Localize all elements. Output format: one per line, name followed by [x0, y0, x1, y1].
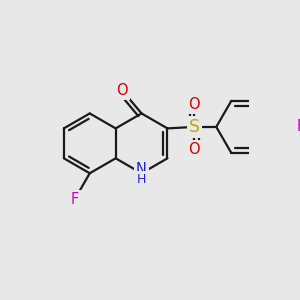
- Text: O: O: [116, 83, 128, 98]
- Text: N: N: [136, 162, 147, 177]
- Text: O: O: [189, 97, 200, 112]
- Text: F: F: [71, 192, 79, 207]
- Text: S: S: [189, 118, 200, 136]
- Text: H: H: [137, 172, 146, 186]
- Text: F: F: [296, 119, 300, 134]
- Text: O: O: [189, 142, 200, 157]
